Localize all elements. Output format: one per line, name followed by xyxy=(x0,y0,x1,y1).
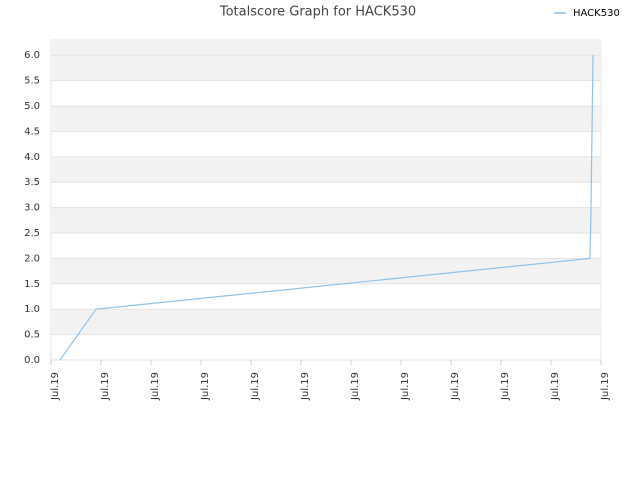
y-tick-label: 1.0 xyxy=(24,304,40,315)
y-tick-label: 3.5 xyxy=(24,177,40,188)
x-tick-label: Jul.19 xyxy=(450,372,461,401)
grid-band xyxy=(51,309,601,335)
grid-band xyxy=(51,55,601,81)
plot-area xyxy=(50,39,602,361)
y-tick-label: 3.0 xyxy=(24,203,40,214)
y-tick-label: 4.0 xyxy=(24,152,40,163)
x-tick-label: Jul.19 xyxy=(250,372,261,401)
y-tick-label: 2.5 xyxy=(24,228,40,239)
x-tick-label: Jul.19 xyxy=(600,372,611,401)
grid-band xyxy=(51,258,601,284)
grid-band xyxy=(51,106,601,132)
x-tick-label: Jul.19 xyxy=(550,372,561,401)
y-tick-label: 2.0 xyxy=(24,253,40,264)
y-tick-label: 6.0 xyxy=(24,50,40,61)
grid-band xyxy=(51,207,601,234)
x-tick-label: Jul.19 xyxy=(500,372,511,401)
series-line xyxy=(59,55,594,361)
legend-label: HACK530 xyxy=(573,8,620,19)
x-tick-label: Jul.19 xyxy=(200,372,211,401)
y-tick-label: 4.5 xyxy=(24,126,40,137)
grid-band xyxy=(51,156,601,183)
y-tick-label: 5.5 xyxy=(24,76,40,87)
x-tick-label: Jul.19 xyxy=(350,372,361,401)
grid-band xyxy=(51,40,601,56)
y-tick-label: 5.0 xyxy=(24,101,40,112)
chart-title: Totalscore Graph for HACK530 xyxy=(219,5,416,20)
x-tick-label: Jul.19 xyxy=(150,372,161,401)
x-tick-label: Jul.19 xyxy=(300,372,311,401)
x-tick-label: Jul.19 xyxy=(400,372,411,401)
y-tick-label: 0.0 xyxy=(24,355,40,366)
x-tick-label: Jul.19 xyxy=(100,372,111,401)
x-tick-label: Jul.19 xyxy=(50,372,61,401)
y-tick-label: 0.5 xyxy=(24,330,40,341)
y-tick-label: 1.5 xyxy=(24,279,40,290)
